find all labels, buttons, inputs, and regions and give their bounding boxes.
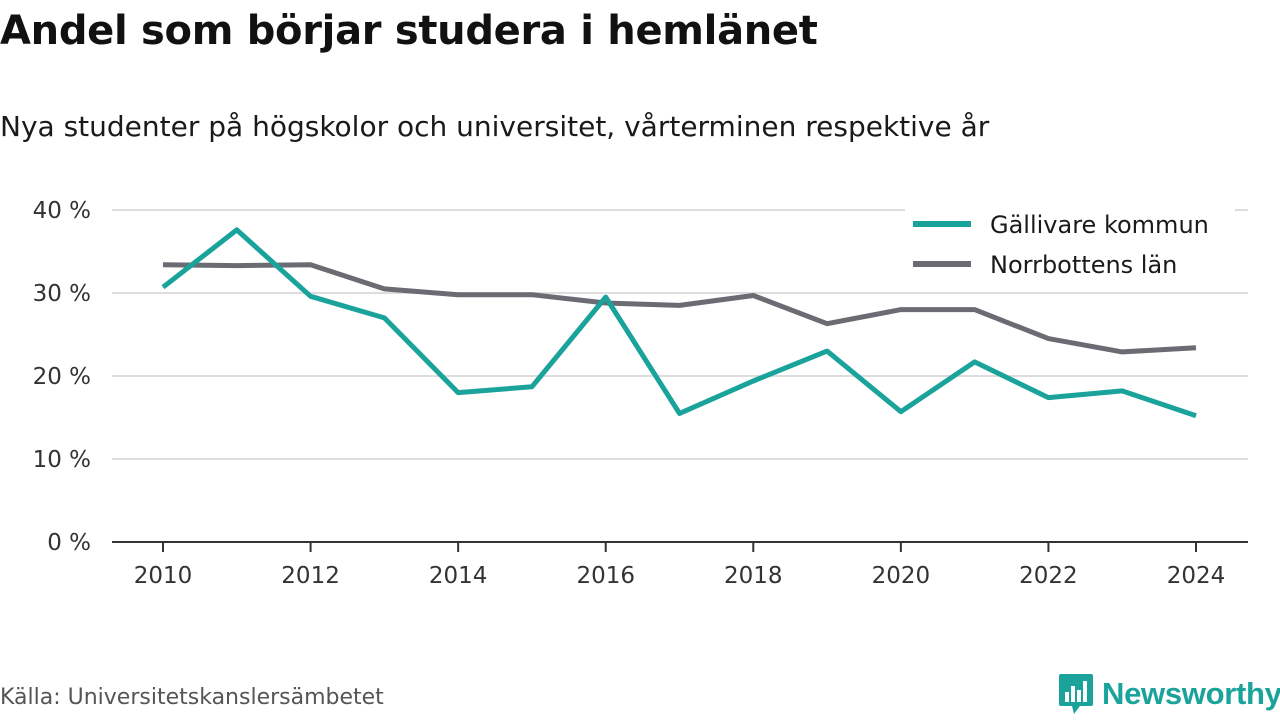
y-tick-label: 10 % xyxy=(33,447,91,473)
legend-background xyxy=(905,205,1235,285)
newsworthy-logo-icon xyxy=(1059,674,1093,714)
x-tick-label: 2012 xyxy=(281,563,340,589)
x-tick-label: 2014 xyxy=(429,563,488,589)
x-tick-label: 2018 xyxy=(724,563,783,589)
x-tick-label: 2020 xyxy=(872,563,931,589)
axes: 0 % 10 % 20 % 30 % 40 % 2010 2012 2014 2016 2018 2… xyxy=(33,198,1248,589)
y-tick-label: 20 % xyxy=(33,364,91,390)
x-tick-label: 2010 xyxy=(134,563,193,589)
x-tick-label: 2022 xyxy=(1019,563,1078,589)
chart-subtitle: Nya studenter på högskolor och universit… xyxy=(0,110,990,143)
brand-name: Newsworthy xyxy=(1102,676,1280,711)
chart-title: Andel som börjar studera i hemlänet xyxy=(0,8,818,54)
legend: Gällivare kommun Norrbottens län xyxy=(905,205,1235,285)
source-note: Källa: Universitetskanslersämbetet xyxy=(0,685,384,710)
series-lines xyxy=(161,227,1197,419)
x-tick-label: 2016 xyxy=(576,563,635,589)
series-line-norrbotten xyxy=(162,262,1197,355)
y-tick-label: 0 % xyxy=(47,530,91,556)
x-tick-label: 2024 xyxy=(1167,563,1226,589)
legend-label-gallivare: Gällivare kommun xyxy=(990,211,1209,239)
y-tick-label: 30 % xyxy=(33,281,91,307)
brand-logo: Newsworthy xyxy=(1058,672,1280,716)
legend-label-norrbotten: Norrbottens län xyxy=(990,251,1177,279)
y-tick-label: 40 % xyxy=(33,198,91,224)
series-line-gallivare xyxy=(161,227,1197,419)
